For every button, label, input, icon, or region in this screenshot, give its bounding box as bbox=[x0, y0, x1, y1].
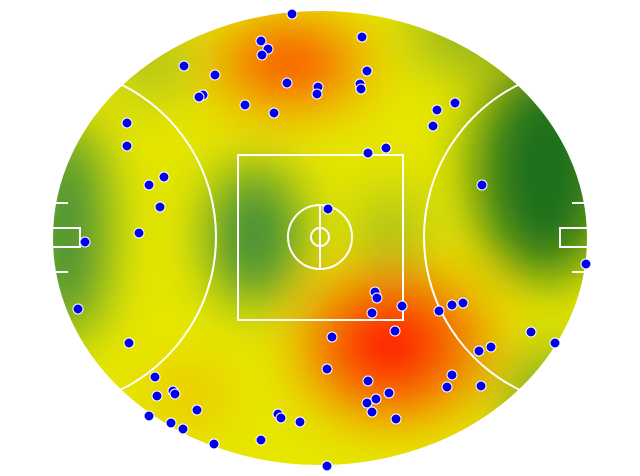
point bbox=[193, 91, 205, 103]
point bbox=[380, 142, 392, 154]
point bbox=[256, 49, 268, 61]
point bbox=[133, 227, 145, 239]
point bbox=[286, 8, 298, 20]
point bbox=[149, 371, 161, 383]
point bbox=[473, 345, 485, 357]
point bbox=[366, 406, 378, 418]
point bbox=[121, 117, 133, 129]
point bbox=[356, 31, 368, 43]
point bbox=[151, 390, 163, 402]
point bbox=[165, 417, 177, 429]
point bbox=[396, 300, 408, 312]
point bbox=[255, 434, 267, 446]
point bbox=[208, 438, 220, 450]
point bbox=[475, 380, 487, 392]
point bbox=[361, 397, 373, 409]
point bbox=[446, 299, 458, 311]
point bbox=[525, 326, 537, 338]
point bbox=[143, 179, 155, 191]
point bbox=[275, 412, 287, 424]
point bbox=[326, 331, 338, 343]
point bbox=[427, 120, 439, 132]
point bbox=[355, 83, 367, 95]
point bbox=[321, 363, 333, 375]
point bbox=[431, 104, 443, 116]
point bbox=[177, 423, 189, 435]
point bbox=[255, 35, 267, 47]
point bbox=[123, 337, 135, 349]
point bbox=[191, 404, 203, 416]
points bbox=[72, 8, 592, 472]
point bbox=[366, 307, 378, 319]
point bbox=[441, 381, 453, 393]
point bbox=[449, 97, 461, 109]
point bbox=[239, 99, 251, 111]
point bbox=[79, 236, 91, 248]
point bbox=[121, 140, 133, 152]
point bbox=[169, 388, 181, 400]
point bbox=[549, 337, 561, 349]
point bbox=[158, 171, 170, 183]
point bbox=[389, 325, 401, 337]
point bbox=[457, 297, 469, 309]
point bbox=[72, 303, 84, 315]
point bbox=[485, 341, 497, 353]
point bbox=[580, 258, 592, 270]
point bbox=[294, 416, 306, 428]
point bbox=[178, 60, 190, 72]
point bbox=[311, 88, 323, 100]
point bbox=[361, 65, 373, 77]
point bbox=[362, 147, 374, 159]
point bbox=[371, 292, 383, 304]
point bbox=[321, 460, 333, 472]
boundary bbox=[51, 9, 589, 467]
point bbox=[281, 77, 293, 89]
point bbox=[476, 179, 488, 191]
point bbox=[322, 203, 334, 215]
point bbox=[390, 413, 402, 425]
point bbox=[268, 107, 280, 119]
point bbox=[143, 410, 155, 422]
point bbox=[362, 375, 374, 387]
point bbox=[209, 69, 221, 81]
point bbox=[154, 201, 166, 213]
point bbox=[370, 393, 382, 405]
point bbox=[446, 369, 458, 381]
point bbox=[433, 305, 445, 317]
point bbox=[383, 387, 395, 399]
